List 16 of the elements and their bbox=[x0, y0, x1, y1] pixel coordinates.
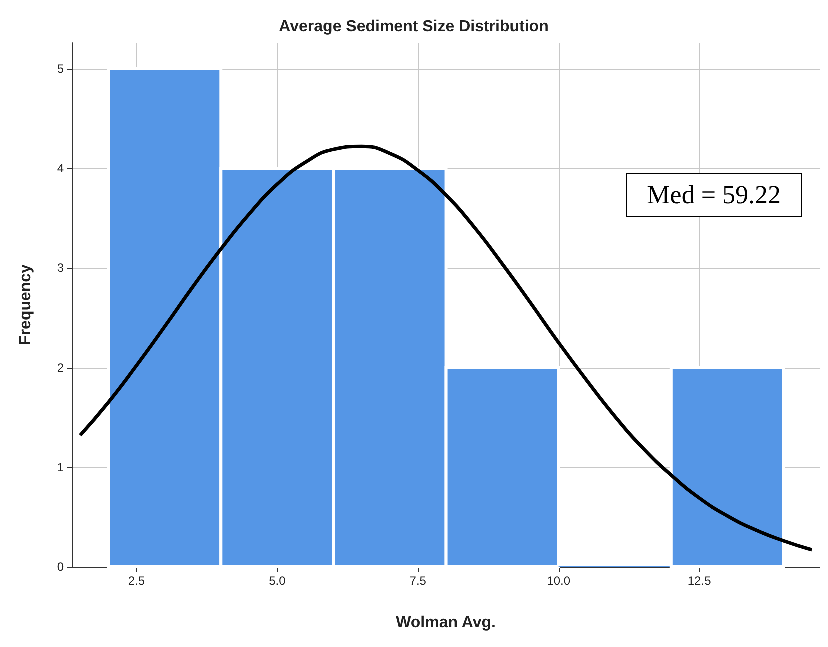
x-tick-label: 2.5 bbox=[128, 574, 146, 588]
chart-title: Average Sediment Size Distribution bbox=[279, 18, 549, 36]
annotation: Med = 59.22 bbox=[647, 180, 782, 210]
x-tick-label: 12.5 bbox=[688, 574, 712, 588]
x-tick-label: 5.0 bbox=[269, 574, 286, 588]
y-tick-label: 5 bbox=[57, 62, 64, 76]
x-tick-label: 7.5 bbox=[410, 574, 427, 588]
y-tick-label: 4 bbox=[57, 162, 64, 176]
y-tick-label: 0 bbox=[57, 560, 64, 574]
y-tick-label: 3 bbox=[57, 261, 64, 276]
y-tick-label: 2 bbox=[57, 360, 64, 375]
x-tick-label: 10.0 bbox=[547, 574, 571, 588]
x-axis-title: Wolman Avg. bbox=[396, 614, 496, 632]
y-axis-title: Frequency bbox=[18, 264, 34, 346]
line-series bbox=[78, 144, 814, 552]
y-tick-label: 1 bbox=[57, 460, 64, 474]
